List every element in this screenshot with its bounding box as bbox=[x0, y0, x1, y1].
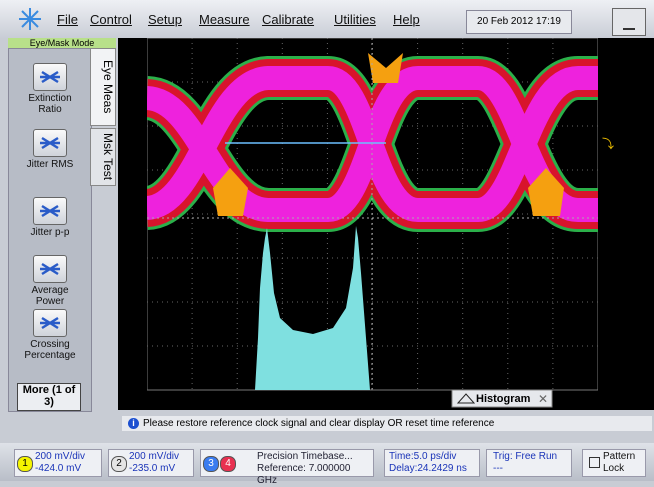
menu-bar: 20 Feb 2012 17:19 File Control Setup Measur… bbox=[0, 0, 654, 38]
button-icon bbox=[33, 129, 67, 157]
button-icon bbox=[33, 63, 67, 91]
button-label: Crossing Percentage bbox=[24, 339, 76, 361]
histogram-label[interactable]: Histogram bbox=[476, 393, 531, 405]
button-icon bbox=[33, 309, 67, 337]
offset: -424.0 mV bbox=[35, 463, 82, 474]
scale: 200 mV/div bbox=[35, 451, 86, 462]
timebase-reference: Reference: 7.000000 GHz bbox=[257, 463, 351, 486]
measure-button[interactable]: Average Power bbox=[19, 255, 81, 307]
trigger-mode: Trig: Free Run bbox=[493, 451, 558, 462]
trigger[interactable]: Trig: Free Run --- bbox=[486, 449, 572, 477]
menu-item[interactable]: Help bbox=[393, 12, 420, 27]
menu-item[interactable]: Utilities bbox=[334, 12, 376, 27]
button-label: Jitter p-p bbox=[30, 227, 70, 238]
menu-item[interactable]: Calibrate bbox=[262, 12, 315, 27]
channel-badge: 1 bbox=[17, 456, 33, 472]
offset: -235.0 mV bbox=[129, 463, 176, 474]
time-scale: Time:5.0 ps/div bbox=[389, 451, 457, 462]
timebase-title: Precision Timebase... bbox=[257, 451, 353, 462]
channel-1[interactable]: 1 200 mV/div -424.0 mV bbox=[14, 449, 102, 477]
button-icon bbox=[33, 197, 67, 225]
button-label: Average Power bbox=[31, 285, 69, 307]
histogram bbox=[255, 226, 370, 390]
more-button[interactable]: More (1 of 3) bbox=[17, 383, 81, 411]
tab[interactable]: Msk Test bbox=[90, 128, 116, 186]
time[interactable]: Time:5.0 ps/div Delay:24.2429 ns bbox=[384, 449, 480, 477]
channel-badge: 4 bbox=[220, 456, 236, 472]
time-delay: Delay:24.2429 ns bbox=[389, 463, 467, 474]
button-label: Extinction Ratio bbox=[28, 93, 72, 115]
measure-button[interactable]: Jitter RMS bbox=[19, 129, 81, 170]
measure-button[interactable]: Crossing Percentage bbox=[19, 309, 81, 361]
timebase[interactable]: 3 4 Precision Timebase... Reference: 7.00… bbox=[200, 449, 374, 486]
pattern-lock[interactable]: Pattern Lock bbox=[582, 449, 646, 477]
channel-2[interactable]: 2 200 mV/div -235.0 mV bbox=[108, 449, 194, 477]
channel-badge: 3 bbox=[203, 456, 219, 472]
measure-button[interactable]: Jitter p-p bbox=[19, 197, 81, 238]
menu-item[interactable]: File bbox=[57, 12, 78, 27]
pattern-lock-label: Pattern Lock bbox=[603, 451, 636, 474]
scale: 200 mV/div bbox=[129, 451, 180, 462]
channel-badge: 2 bbox=[111, 456, 127, 472]
eye-diagram: ⤵ bbox=[118, 38, 654, 410]
mode-label: Eye/Mask Mode bbox=[8, 38, 116, 48]
minimize-button[interactable] bbox=[612, 8, 646, 36]
info-message: Please restore reference clock signal an… bbox=[143, 418, 495, 429]
status-bar: 1 200 mV/div -424.0 mV 2 200 mV/div -235.0… bbox=[0, 443, 654, 486]
svg-text:✕: ✕ bbox=[538, 392, 548, 406]
menu-item[interactable]: Setup bbox=[148, 12, 182, 27]
measure-panel: More (1 of 3) Extinction Ratio Jitter RMS… bbox=[8, 48, 92, 412]
button-label: Jitter RMS bbox=[26, 159, 74, 170]
tab[interactable]: Eye Meas bbox=[90, 48, 116, 126]
button-icon bbox=[33, 255, 67, 283]
date-time: 20 Feb 2012 17:19 bbox=[466, 10, 572, 34]
menu-item[interactable]: Control bbox=[90, 12, 132, 27]
menu-item[interactable]: Measure bbox=[199, 12, 250, 27]
scope-display: ⤵ Histogram ✕ bbox=[118, 38, 654, 410]
svg-text:⤵: ⤵ bbox=[602, 137, 614, 151]
measure-button[interactable]: Extinction Ratio bbox=[19, 63, 81, 115]
info-bar: i Please restore reference clock signal a… bbox=[122, 416, 652, 431]
app-icon bbox=[19, 8, 41, 30]
trigger-detail: --- bbox=[493, 463, 503, 474]
